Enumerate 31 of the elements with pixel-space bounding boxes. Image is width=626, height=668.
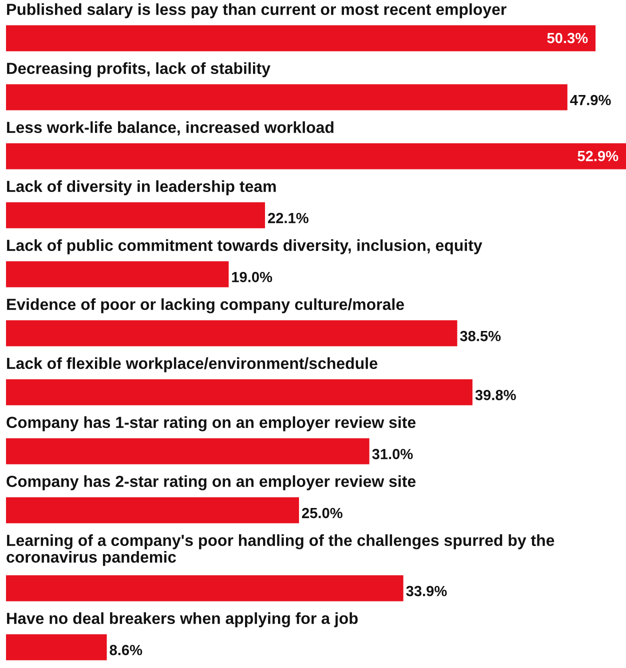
y-tick-label: Published salary is less pay than current or most recent employer xyxy=(7,3,506,18)
data-label: 8.6% xyxy=(110,644,142,656)
data-label: 22.1% xyxy=(268,212,308,224)
bar xyxy=(6,25,596,52)
bar xyxy=(6,84,568,110)
bar xyxy=(6,261,229,288)
data-label: 38.5% xyxy=(460,330,501,342)
y-tick-label: Company has 1-star rating on an employer review site xyxy=(6,416,416,432)
data-label: 19.0% xyxy=(232,272,272,282)
bar xyxy=(6,202,266,228)
bar xyxy=(6,497,300,524)
data-label: 25.0% xyxy=(302,508,342,518)
data-label: 33.9% xyxy=(406,586,447,596)
data-label: 50.3% xyxy=(547,32,588,44)
y-tick-label: Less work-life balance, increased workload xyxy=(7,121,334,136)
bar xyxy=(6,438,370,464)
y-tick-label: Learning of a company's poor handling of the challenges spurred by the coronavirus pandemic xyxy=(6,534,554,566)
y-tick-label: Company has 2-star rating on an employer review site xyxy=(6,475,416,490)
bar xyxy=(6,379,472,406)
y-tick-label: Evidence of poor or lacking company culture/morale xyxy=(7,298,404,314)
bar xyxy=(6,143,626,170)
data-label: 31.0% xyxy=(372,448,413,460)
y-tick-label: Lack of flexible workplace/environment/schedule xyxy=(7,357,378,372)
y-tick-label: Lack of public commitment towards diversity, inclusion, equity xyxy=(7,239,482,254)
y-tick-label: Decreasing profits, lack of stability xyxy=(7,62,270,78)
y-tick-label: Have no deal breakers when applying for a job xyxy=(7,612,358,628)
data-label: 39.8% xyxy=(475,390,516,400)
y-tick-label: Lack of diversity in leadership team xyxy=(7,180,276,196)
data-label: 47.9% xyxy=(570,94,611,106)
bar xyxy=(6,320,458,346)
data-label: 52.9% xyxy=(578,150,618,162)
